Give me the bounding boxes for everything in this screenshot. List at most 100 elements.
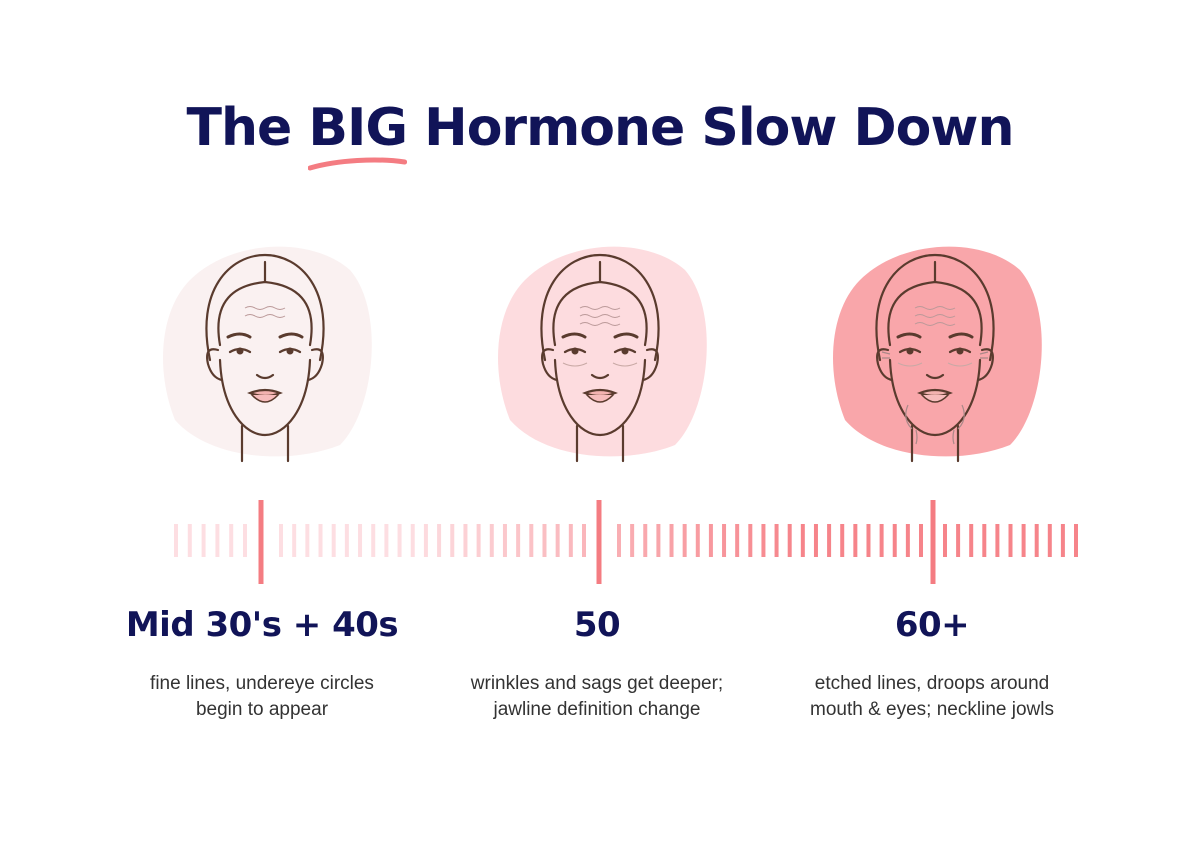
timeline-tick bbox=[617, 524, 621, 557]
timeline-tick bbox=[201, 524, 206, 557]
face-line-art bbox=[205, 253, 325, 463]
timeline-stage-marker bbox=[930, 500, 936, 584]
page-title: The BIG Hormone Slow Down bbox=[0, 98, 1200, 171]
timeline-tick bbox=[943, 524, 947, 557]
stage-description-line: etched lines, droops around bbox=[814, 673, 1050, 694]
timeline-tick bbox=[669, 524, 674, 557]
timeline-tick bbox=[695, 524, 700, 557]
stage-description: fine lines, undereye circles begin to app… bbox=[92, 671, 432, 723]
stage-1: Mid 30's + 40s fine lines, undereye circ… bbox=[92, 605, 432, 723]
timeline-tick bbox=[187, 524, 192, 557]
timeline-tick bbox=[502, 524, 507, 557]
forehead-wrinkle bbox=[914, 306, 956, 310]
stage-description-line: begin to appear bbox=[195, 699, 329, 720]
timeline-tick bbox=[331, 524, 336, 557]
timeline-tick bbox=[840, 524, 845, 557]
timeline-tick bbox=[450, 524, 455, 557]
undereye-lines bbox=[562, 362, 638, 367]
forehead-wrinkle bbox=[579, 314, 621, 318]
timeline-tick bbox=[542, 524, 547, 557]
timeline-tick bbox=[243, 524, 247, 557]
face-illustration-young bbox=[163, 246, 372, 463]
timeline-tick bbox=[292, 524, 297, 557]
stage-age: 60+ bbox=[894, 605, 970, 645]
background-blob bbox=[163, 246, 372, 457]
forehead-wrinkle bbox=[579, 322, 621, 326]
timeline-tick bbox=[800, 524, 805, 557]
eye-pupil bbox=[621, 347, 629, 355]
timeline-tick bbox=[1008, 524, 1013, 557]
timeline-tick bbox=[318, 524, 323, 557]
timeline-tick bbox=[774, 524, 779, 557]
timeline-tick bbox=[174, 524, 178, 557]
timeline-tick bbox=[879, 524, 884, 557]
eye-pupil bbox=[571, 347, 579, 355]
undereye-lines bbox=[897, 362, 973, 367]
face-illustration-middle bbox=[498, 246, 707, 463]
timeline-tick bbox=[787, 524, 792, 557]
timeline-tick bbox=[344, 524, 349, 557]
forehead-wrinkle bbox=[244, 314, 286, 318]
timeline-tick bbox=[866, 524, 871, 557]
forehead-wrinkle bbox=[579, 306, 621, 310]
stage-age: Mid 30's + 40s bbox=[125, 605, 399, 645]
timeline-tick bbox=[982, 524, 987, 557]
timeline-tick bbox=[748, 524, 753, 557]
timeline-tick bbox=[305, 524, 310, 557]
background-blob bbox=[833, 246, 1042, 457]
timeline-tick bbox=[229, 524, 234, 557]
title-text-start: The bbox=[186, 98, 309, 158]
timeline-tick bbox=[437, 524, 442, 557]
stage-description: wrinkles and sags get deeper; jawline def… bbox=[427, 671, 767, 723]
timeline-stage-marker bbox=[596, 500, 602, 584]
timeline-tick bbox=[995, 524, 1000, 557]
timeline-tick bbox=[735, 524, 740, 557]
forehead-wrinkle bbox=[914, 314, 956, 318]
timeline-tick bbox=[682, 524, 687, 557]
timeline-stage-marker bbox=[258, 500, 264, 584]
face-line-art bbox=[875, 253, 995, 463]
timeline-tick bbox=[827, 524, 832, 557]
timeline-tick bbox=[371, 524, 376, 557]
timeline-tick bbox=[905, 524, 910, 557]
face-illustration-old bbox=[833, 246, 1042, 463]
timeline-tick bbox=[853, 524, 858, 557]
timeline-tick bbox=[813, 524, 818, 557]
timeline-tick bbox=[969, 524, 974, 557]
eye-pupil bbox=[236, 347, 244, 355]
timeline-tick bbox=[529, 524, 534, 557]
stage-3: 60+ etched lines, droops around mouth & e… bbox=[762, 605, 1102, 723]
forehead-wrinkle bbox=[914, 322, 956, 326]
stage-description-line: fine lines, undereye circles bbox=[150, 673, 374, 694]
eye-pupil bbox=[956, 347, 964, 355]
timeline-tick bbox=[215, 524, 220, 557]
timeline-tick bbox=[384, 524, 389, 557]
timeline-tick bbox=[656, 524, 661, 557]
timeline-tick bbox=[956, 524, 961, 557]
timeline-tick bbox=[279, 524, 283, 557]
stage-description: etched lines, droops around mouth & eyes;… bbox=[762, 671, 1102, 723]
timeline-tick bbox=[463, 524, 468, 557]
title-text-end: Hormone Slow Down bbox=[407, 98, 1014, 158]
timeline-tick bbox=[1074, 524, 1078, 557]
brush-underline-icon bbox=[308, 157, 408, 171]
timeline-tick bbox=[708, 524, 713, 557]
timeline-tick bbox=[722, 524, 727, 557]
timeline-tick bbox=[761, 524, 766, 557]
timeline-tick bbox=[476, 524, 481, 557]
title-highlight: BIG bbox=[308, 98, 408, 171]
timeline-tick bbox=[643, 524, 648, 557]
timeline-tick bbox=[410, 524, 415, 557]
timeline-tick bbox=[568, 524, 573, 557]
timeline-tick bbox=[489, 524, 494, 557]
timeline-tick bbox=[555, 524, 560, 557]
title-highlight-text: BIG bbox=[308, 98, 408, 158]
timeline-tick bbox=[423, 524, 428, 557]
timeline-tick bbox=[1034, 524, 1039, 557]
forehead-wrinkle bbox=[244, 306, 286, 310]
stage-2: 50 wrinkles and sags get deeper; jawline … bbox=[427, 605, 767, 723]
eye-pupil bbox=[286, 347, 294, 355]
timeline-tick bbox=[919, 524, 923, 557]
timeline-tick bbox=[1060, 524, 1065, 557]
timeline-tick bbox=[358, 524, 363, 557]
